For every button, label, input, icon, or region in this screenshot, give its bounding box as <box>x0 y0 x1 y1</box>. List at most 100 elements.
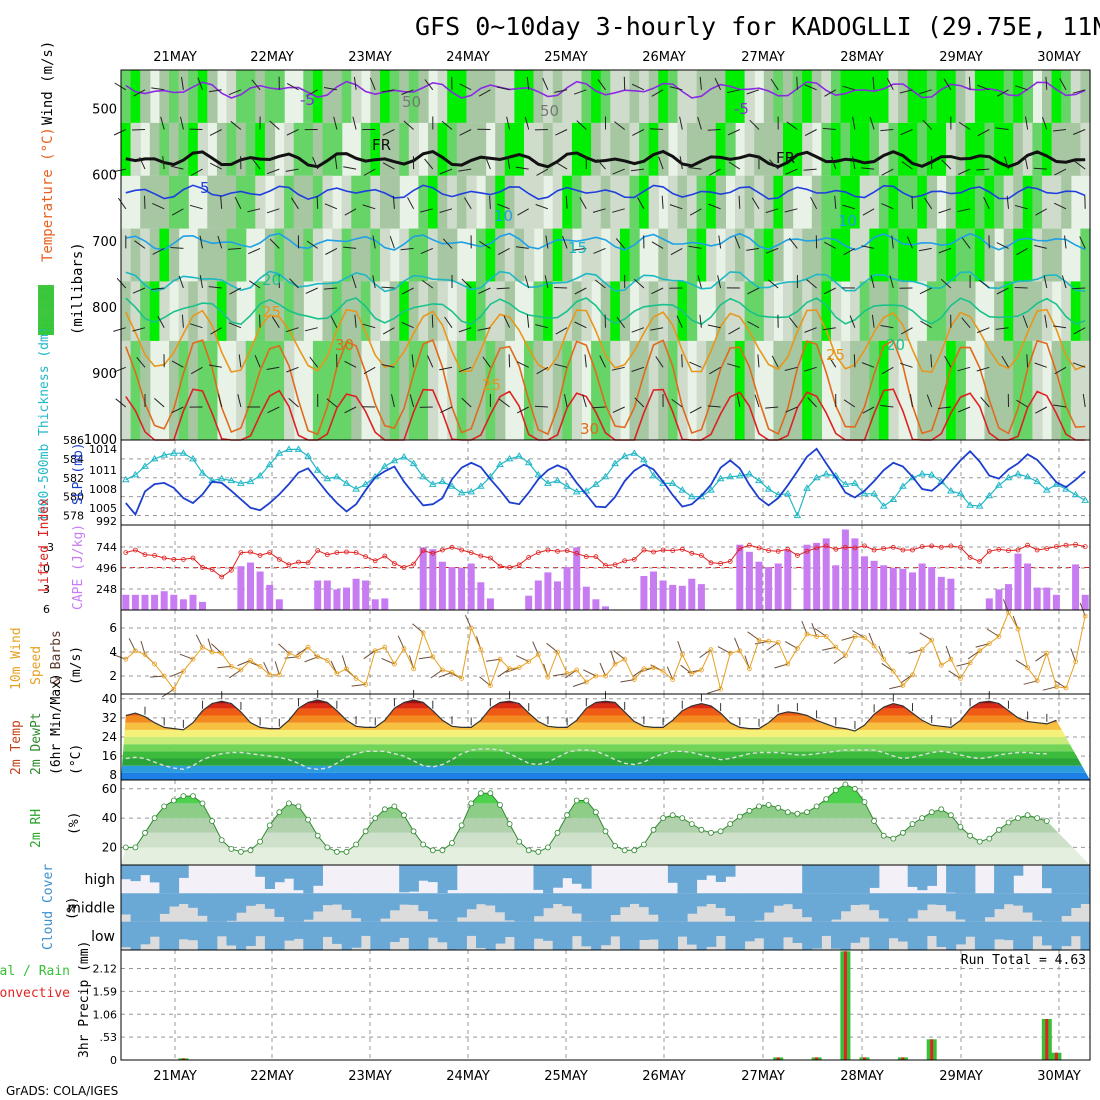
wind-barb <box>958 168 971 175</box>
cloud-low-cell <box>783 921 794 938</box>
cloud-middle-cell <box>687 893 698 914</box>
cape-bar <box>429 549 437 610</box>
lifted-index-point <box>439 547 445 553</box>
thickness-point <box>1033 477 1042 485</box>
slp-axis-title: SLP (mb) <box>71 442 86 505</box>
thickness-point <box>630 449 639 456</box>
rh-cell <box>859 70 870 123</box>
rh-cell <box>408 70 419 123</box>
wind-barb <box>650 327 664 331</box>
rh-cell <box>514 228 525 282</box>
lifted-index-point <box>1082 544 1088 549</box>
wind-barb <box>197 77 203 90</box>
rh-cell <box>984 122 995 176</box>
wind-barb <box>353 76 357 90</box>
cloud-high-cell <box>543 865 554 894</box>
wind-barb <box>536 168 549 176</box>
wind-barb <box>980 396 990 408</box>
contour-label: 10 <box>494 207 513 225</box>
thickness-point <box>735 471 744 479</box>
cape-bar <box>784 550 792 610</box>
rh-cell <box>1051 175 1062 229</box>
wind-barb <box>958 121 971 130</box>
cloud-middle-cell <box>437 893 448 922</box>
lifted-index-point <box>487 555 493 561</box>
rh-cell <box>610 175 621 229</box>
thickness-point <box>467 487 476 495</box>
wind-barb <box>389 235 395 249</box>
rh-cell <box>255 175 266 229</box>
rh-cell <box>562 70 573 123</box>
wind-barb <box>309 356 319 368</box>
rh-cell <box>639 281 650 341</box>
thickness-point <box>544 479 552 486</box>
wind-speed-point <box>305 644 311 650</box>
chart-title: GFS 0~10day 3-hourly for KADOGLLI (29.75… <box>415 12 1100 41</box>
rh-cell <box>341 70 352 123</box>
rh-cell <box>303 175 314 229</box>
lifted-index-point <box>967 555 973 560</box>
wind-barb <box>151 87 165 91</box>
thickness-point <box>687 492 696 500</box>
rh-cell <box>974 228 986 282</box>
cloud-low-cell <box>293 921 304 939</box>
wind-speed-point <box>747 666 752 672</box>
wind-barb <box>526 76 530 90</box>
wind-speed-point <box>1044 650 1050 656</box>
cape-bar <box>669 584 677 610</box>
credit-label: GrADS: COLA/IGES <box>6 1084 118 1098</box>
cloud-low-cell <box>178 921 189 940</box>
wind-barb <box>707 324 721 329</box>
rh-cell <box>974 122 986 176</box>
wind-speed-point <box>718 686 723 692</box>
wind-barb <box>699 76 702 90</box>
wind-speed-point <box>593 673 599 679</box>
cape-bar <box>333 589 341 610</box>
rh-cell <box>706 228 717 282</box>
rh-cell <box>792 340 803 440</box>
lifted-index-point <box>248 549 253 555</box>
rh-cell <box>955 340 966 440</box>
upper-air-axis-title: Wind (m/s) <box>40 41 56 125</box>
rh-cell <box>984 70 995 123</box>
cloud-low-cell <box>571 921 582 937</box>
wind-barb <box>400 247 414 251</box>
wind-barb <box>718 235 722 249</box>
cloud-middle-cell <box>533 893 544 917</box>
cape-bar <box>189 594 197 610</box>
lifted-index-point <box>756 545 762 551</box>
lifted-index-point <box>718 561 723 566</box>
cloud-low-cell <box>926 921 937 936</box>
rh-cell <box>610 70 621 123</box>
wind-barb <box>333 116 338 130</box>
wind-speed-point <box>564 671 570 676</box>
cloud-low-cell <box>878 921 889 950</box>
cloud-middle-cell <box>380 893 391 919</box>
rh-point <box>305 816 312 823</box>
rh-cell <box>811 175 822 229</box>
wind-barb <box>1054 366 1067 375</box>
thickness-point <box>246 477 255 485</box>
rh-point <box>525 847 532 854</box>
wind-barb <box>1073 129 1086 135</box>
wind-speed-point <box>766 638 771 644</box>
rh-cell <box>629 175 640 229</box>
wind-barb <box>288 398 299 408</box>
cloud-low-cell <box>850 921 861 943</box>
lifted-index-point <box>708 560 714 566</box>
wind-barb <box>961 237 971 249</box>
thickness-point <box>1014 470 1022 477</box>
rh-cell <box>955 228 966 282</box>
lifted-index-point <box>228 567 234 573</box>
lifted-index-point <box>890 544 896 550</box>
wind-barb <box>736 394 741 408</box>
cloud-middle-cell <box>850 893 861 905</box>
cloud-low-cell <box>888 921 899 939</box>
wind-barb <box>228 89 242 96</box>
wind-barb <box>422 279 434 289</box>
temp-axis-title: 2m DewPt <box>29 712 44 775</box>
wind-barb <box>458 168 472 172</box>
wind-barb <box>849 315 856 328</box>
cloud-low-cell <box>149 921 160 937</box>
rh-axis-title: 2m RH <box>29 809 44 848</box>
